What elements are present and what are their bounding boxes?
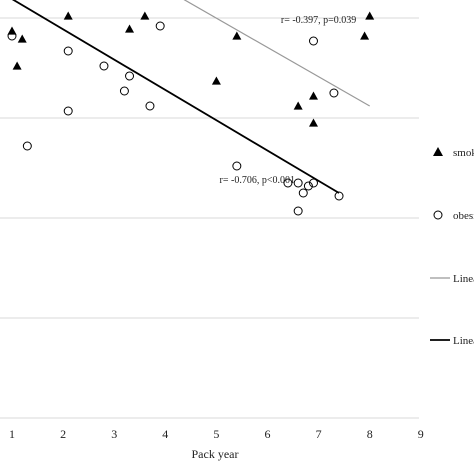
- smoke-point: [365, 11, 375, 20]
- obesity-point: [308, 178, 318, 188]
- smoke-point: [211, 76, 221, 85]
- smoke-point: [360, 31, 370, 40]
- smoke-point: [125, 24, 135, 33]
- obesity-point: [293, 206, 303, 216]
- legend-label: Linea: [453, 335, 474, 347]
- trend-lines: [11, 0, 370, 194]
- x-tick-label: 8: [367, 427, 373, 441]
- x-tick-label: 2: [60, 427, 66, 441]
- data-points: [7, 11, 375, 216]
- smoke-point: [232, 31, 242, 40]
- legend: smoke obesi Linea Linea: [430, 147, 474, 347]
- obesity-point: [334, 191, 344, 201]
- trend-line: [183, 0, 370, 107]
- x-tick-label: 4: [162, 427, 168, 441]
- x-tick-label: 9: [418, 427, 424, 441]
- gridlines: [0, 17, 419, 419]
- smoke-point: [308, 91, 318, 100]
- trend-line: [11, 0, 340, 194]
- correlation-annotation: r= -0.397, p=0.039: [281, 15, 356, 26]
- obesity-point: [283, 178, 293, 188]
- smoke-point: [17, 34, 27, 43]
- legend-circle-icon: [433, 210, 443, 220]
- obesity-point: [293, 178, 303, 188]
- smoke-point: [293, 101, 303, 110]
- smoke-point: [308, 118, 318, 127]
- obesity-point: [63, 46, 73, 56]
- obesity-point: [298, 188, 308, 198]
- obesity-point: [145, 101, 155, 111]
- legend-label: smoke: [453, 147, 474, 159]
- x-tick-label: 1: [9, 427, 15, 441]
- x-tick-label: 7: [316, 427, 322, 441]
- obesity-point: [155, 21, 165, 31]
- legend-label: obesi: [453, 210, 474, 222]
- obesity-point: [22, 141, 32, 151]
- obesity-point: [303, 181, 313, 191]
- obesity-point: [7, 31, 17, 41]
- correlation-annotation: r= -0.706, p<0.001: [220, 175, 295, 186]
- annotations: r= -0.397, p=0.039 r= -0.706, p<0.001: [220, 15, 357, 186]
- x-axis-title: Pack year: [192, 447, 239, 461]
- x-axis: 1 2 3 4 5 6 7 8 9: [9, 427, 424, 441]
- obesity-point: [232, 161, 242, 171]
- legend-label: Linea: [453, 273, 474, 285]
- x-tick-label: 3: [111, 427, 117, 441]
- x-tick-label: 5: [213, 427, 219, 441]
- smoke-point: [140, 11, 150, 20]
- obesity-point: [125, 71, 135, 81]
- obesity-point: [119, 86, 129, 96]
- obesity-point: [99, 61, 109, 71]
- obesity-point: [308, 36, 318, 46]
- smoke-point: [63, 11, 73, 20]
- obesity-point: [329, 88, 339, 98]
- x-tick-label: 6: [265, 427, 271, 441]
- obesity-point: [63, 106, 73, 116]
- smoke-point: [12, 61, 22, 70]
- legend-triangle-icon: [433, 147, 443, 156]
